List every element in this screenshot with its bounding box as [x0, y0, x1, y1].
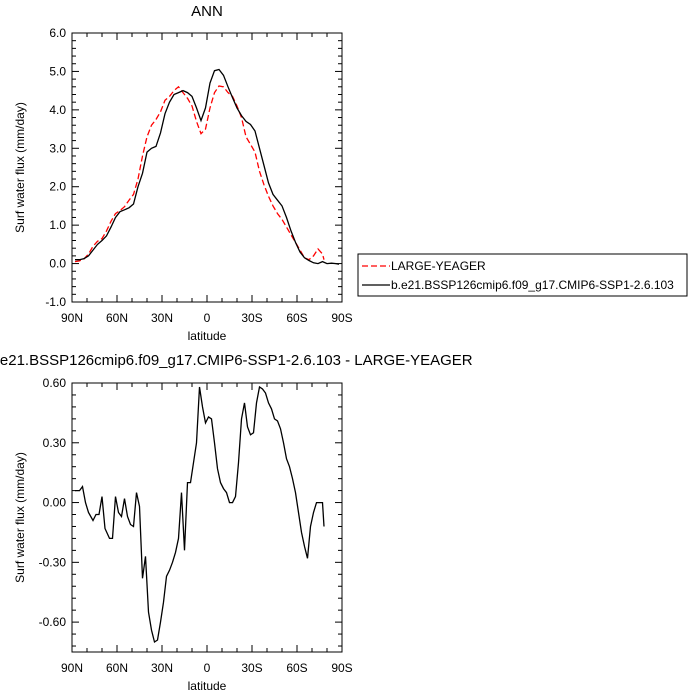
diff-x-tick-label: 90N [61, 661, 83, 675]
diff-y-axis-label: Surf water flux (mm/day) [13, 452, 27, 583]
legend: LARGE-YEAGER b.e21.BSSP126cmip6.f09_g17.C… [357, 253, 688, 297]
ann-y-tick-label: 1.0 [49, 218, 66, 232]
ann-x-tick-label: 90S [331, 311, 352, 325]
ann-x-axis-label: latitude [188, 329, 227, 343]
diff-x-tick-label: 60N [106, 661, 128, 675]
diff-x-tick-label: 90S [331, 661, 352, 675]
ann-y-tick-label: 4.0 [49, 103, 66, 117]
ann-y-axis-label: Surf water flux (mm/day) [13, 102, 27, 233]
diff-series-line-solid [75, 385, 325, 644]
ann-x-tick-label: 30N [151, 311, 173, 325]
ann-chart-title: ANN [191, 3, 223, 20]
ann-x-tick-label: 90N [61, 311, 83, 325]
diff-x-tick-label: 30S [241, 661, 262, 675]
ann-y-tick-label: 6.0 [49, 26, 66, 40]
legend-box [357, 253, 688, 297]
ann-x-tick-label: 60S [286, 311, 307, 325]
diff-plot-frame [71, 382, 343, 653]
ann-series-line-dashed [74, 85, 325, 263]
diff-y-tick-label: -0.60 [39, 615, 67, 629]
ann-y-tick-label: 2.0 [49, 180, 66, 194]
ann-y-tick-label: 0.0 [49, 257, 66, 271]
diff-chart-title: b.e21.BSSP126cmip6.f09_g17.CMIP6-SSP1-2.… [0, 352, 473, 369]
diff-plot-area [75, 385, 325, 644]
diff-x-tick-label: 30N [151, 661, 173, 675]
diff-x-axis-label: latitude [188, 679, 227, 693]
ann-y-tick-label: 5.0 [49, 64, 66, 78]
legend-entry-label: b.e21.BSSP126cmip6.f09_g17.CMIP6-SSP1-2.… [391, 278, 674, 292]
diff-x-tick-label: 0 [204, 661, 211, 675]
chart-ann: ANN 90N 60N 30N 0 30S 60S 90S -1.0 0.0 1.0 2.0 3.0 4.… [13, 3, 688, 343]
legend-entry-label: LARGE-YEAGER [391, 259, 486, 273]
ann-x-tick-label: 0 [204, 311, 211, 325]
ann-x-tick-label: 60N [106, 311, 128, 325]
ann-x-tick-label: 30S [241, 311, 262, 325]
chart-difference: b.e21.BSSP126cmip6.f09_g17.CMIP6-SSP1-2.… [0, 352, 473, 693]
diff-x-tick-label: 60S [286, 661, 307, 675]
ann-series-line-solid [75, 68, 340, 265]
ann-y-tick-label: 3.0 [49, 141, 66, 155]
diff-y-tick-label: -0.30 [39, 555, 67, 569]
ann-y-tick-label: -1.0 [45, 295, 66, 309]
diff-y-tick-label: 0.30 [43, 436, 67, 450]
diff-y-tick-label: 0.60 [43, 376, 67, 390]
diff-y-tick-label: 0.00 [43, 496, 67, 510]
ann-plot-frame [71, 32, 343, 303]
ann-plot-area [74, 68, 340, 265]
